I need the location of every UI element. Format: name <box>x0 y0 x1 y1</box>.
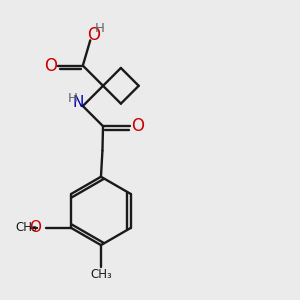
Text: O: O <box>132 117 145 135</box>
Text: CH₃: CH₃ <box>90 268 112 281</box>
Text: O: O <box>44 57 57 75</box>
Text: CH₃: CH₃ <box>15 220 37 234</box>
Text: N: N <box>73 95 84 110</box>
Text: H: H <box>95 22 105 35</box>
Text: H: H <box>68 92 77 105</box>
Text: O: O <box>87 26 100 44</box>
Text: O: O <box>29 220 41 235</box>
